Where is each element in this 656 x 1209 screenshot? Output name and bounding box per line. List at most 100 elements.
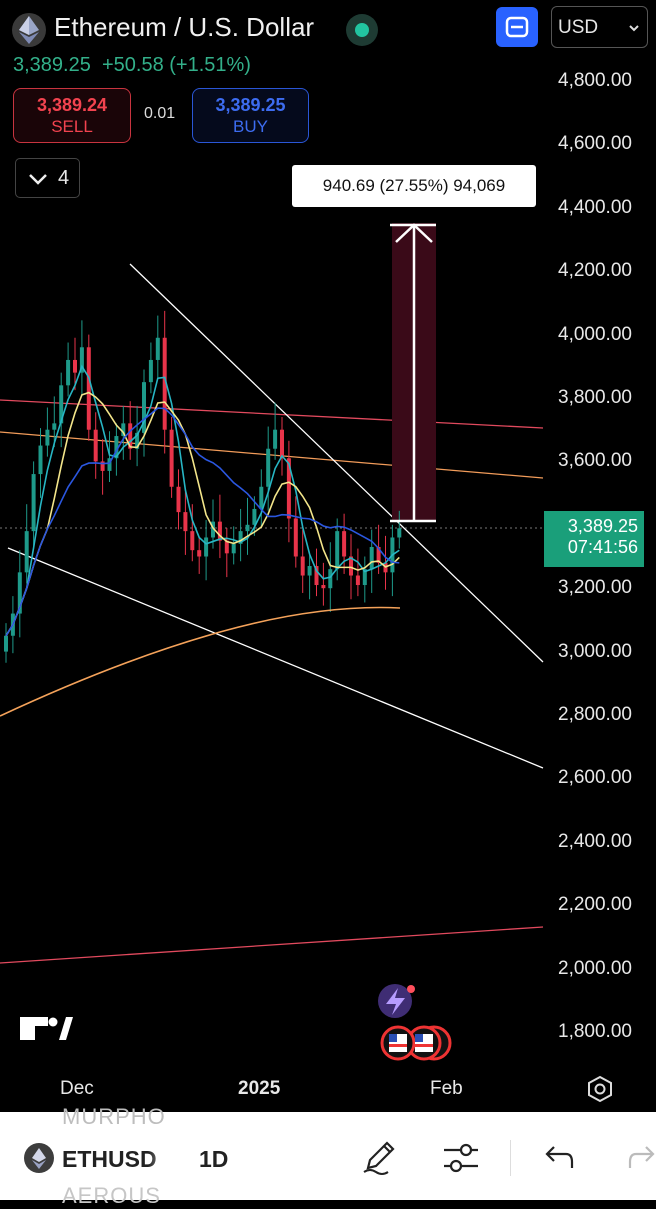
- currency-label: USD: [558, 17, 599, 38]
- buy-button[interactable]: 3,389.25 BUY: [192, 88, 309, 143]
- pencil-icon[interactable]: [360, 1136, 400, 1176]
- candle-body: [169, 429, 174, 487]
- candle-body: [148, 359, 153, 383]
- x-tick-feb: Feb: [430, 1078, 463, 1099]
- candle-body: [252, 508, 257, 525]
- candle-body: [342, 531, 347, 557]
- candle-body: [162, 337, 167, 430]
- candle-body: [286, 458, 291, 519]
- candle-body: [45, 429, 50, 446]
- candle-body: [31, 474, 36, 532]
- y-tick-label: 3,800.00: [558, 387, 632, 408]
- candle-body: [307, 566, 312, 576]
- symbol-fade: [148, 1140, 182, 1180]
- candle-body: [273, 429, 278, 449]
- candle-body: [197, 550, 202, 557]
- falling-wedge-lower: [7, 547, 544, 769]
- candle-body: [121, 423, 126, 437]
- falling-wedge-upper: [129, 263, 544, 663]
- chevron-down-icon: [29, 174, 47, 185]
- currency-select[interactable]: USD: [551, 6, 648, 48]
- buy-price: 3,389.25: [215, 95, 286, 115]
- symbol-search-button[interactable]: ETHUSD: [62, 1146, 157, 1172]
- y-tick-label: 4,200.00: [558, 260, 632, 282]
- candle-body: [155, 337, 160, 360]
- fullscreen-button[interactable]: [496, 7, 538, 47]
- spread-value: 0.01: [144, 105, 176, 122]
- ema-long-line: [0, 606, 401, 717]
- y-tick-label: 4,800.00: [558, 70, 632, 91]
- ethereum-icon: [24, 1143, 54, 1178]
- y-tick-label: 2,200.00: [558, 894, 632, 916]
- y-tick-label: 3,000.00: [558, 640, 632, 662]
- moving-averages: [0, 364, 401, 717]
- economic-event-flags[interactable]: [380, 1025, 452, 1061]
- candle-body: [135, 432, 140, 449]
- candle-body: [335, 531, 340, 570]
- bar-countdown: 07:41:56: [567, 537, 638, 557]
- resistance-line-red: [0, 399, 544, 429]
- candles: [4, 310, 402, 663]
- ghost-symbol-text: MURPHO: [62, 1104, 166, 1129]
- candle-body: [52, 423, 57, 430]
- candle-body: [362, 569, 367, 586]
- candle-body: [300, 556, 305, 576]
- candle-body: [211, 521, 215, 538]
- candle-body: [17, 572, 22, 614]
- settings-gear-icon[interactable]: [588, 1075, 612, 1103]
- candle-body: [59, 385, 64, 424]
- x-tick-dec: Dec: [60, 1078, 94, 1099]
- ema-slow-line: [5, 407, 400, 637]
- candle-body: [204, 537, 209, 557]
- candle-body: [238, 531, 243, 544]
- interval-button[interactable]: 1D: [199, 1146, 229, 1172]
- candle-body: [190, 531, 195, 551]
- support-line-red: [0, 926, 544, 964]
- candle-body: [86, 347, 91, 430]
- candle-body: [321, 585, 326, 589]
- page-title: Ethereum / U.S. Dollar: [54, 12, 315, 42]
- candle-body: [183, 512, 188, 532]
- undo-icon[interactable]: [540, 1142, 576, 1174]
- sell-price: 3,389.24: [36, 95, 108, 115]
- y-tick-label: 2,400.00: [558, 830, 632, 852]
- measure-arrow: [390, 223, 436, 523]
- candle-body: [245, 524, 250, 532]
- candle-body: [107, 458, 112, 471]
- candle-body: [128, 423, 133, 449]
- redo-icon[interactable]: [624, 1142, 656, 1174]
- candle-body: [397, 528, 402, 538]
- sell-button[interactable]: 3,389.24 SELL: [13, 88, 131, 143]
- candle-body: [224, 540, 229, 554]
- y-tick-label: 4,000.00: [558, 323, 632, 345]
- buy-label: BUY: [233, 117, 268, 136]
- sell-label: SELL: [51, 117, 93, 136]
- fullscreen-icon: [505, 16, 529, 38]
- indicators-toggle[interactable]: 4: [15, 158, 80, 198]
- last-price-value: 3,389.25: [567, 516, 638, 536]
- events-icon[interactable]: [378, 984, 415, 1018]
- candle-body: [355, 575, 360, 586]
- tradingview-logo: [20, 1017, 73, 1040]
- chevron-down-icon: [629, 25, 639, 32]
- y-tick-label: 2,800.00: [558, 704, 632, 725]
- candle-body: [38, 445, 43, 475]
- candle-body: [231, 543, 236, 554]
- y-tick-label: 4,600.00: [558, 133, 632, 155]
- candle-body: [4, 635, 8, 652]
- candle-body: [266, 448, 271, 487]
- candle-body: [100, 461, 105, 471]
- resistance-line-orange: [0, 431, 544, 479]
- y-tick-label: 4,400.00: [558, 196, 632, 218]
- toolbar-divider: [510, 1140, 511, 1176]
- y-tick-label: 2,600.00: [558, 767, 632, 789]
- ghost-symbol-text: AEROUS: [62, 1183, 161, 1208]
- indicators-count: 4: [58, 167, 70, 189]
- candle-body: [73, 359, 77, 373]
- ethereum-icon: [12, 13, 46, 47]
- candle-body: [79, 347, 84, 373]
- sliders-icon[interactable]: [440, 1138, 482, 1178]
- candle-body: [176, 486, 181, 513]
- candle-body: [293, 518, 298, 557]
- price-chart[interactable]: [0, 0, 656, 1112]
